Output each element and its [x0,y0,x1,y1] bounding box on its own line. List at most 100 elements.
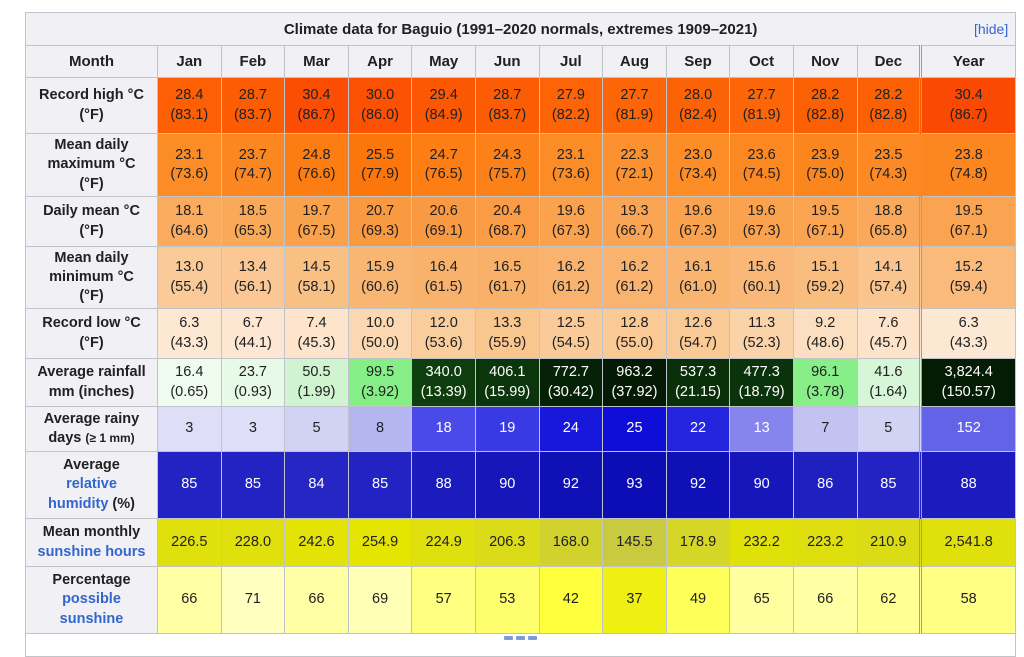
value-cell: 772.7 (30.42) [538,358,604,407]
column-header-sep: Sep [665,45,731,78]
value-cell: 7.6 (45.7) [856,308,922,359]
value-cell: 23.0 (73.4) [665,133,731,197]
column-header-dec: Dec [856,45,922,78]
value-cell: 20.4 (68.7) [474,196,540,247]
label-link[interactable]: relative [66,476,117,493]
column-header-feb: Feb [220,45,286,78]
row-label-average-rainfall: Average rainfall mm (inches) [25,358,158,407]
value-cell: 57 [411,566,476,634]
value-cell: 477.3 (18.79) [729,358,794,407]
value-cell: 96.1 (3.78) [792,358,858,407]
value-cell: 15.2 (59.4) [919,246,1017,309]
value-cell: 11.3 (52.3) [729,308,794,359]
label-text: Percentage [52,572,131,589]
value-cell: 23.7 (0.93) [220,358,286,407]
row-mean-monthly-sunshine-hours: Mean monthly sunshine hours 226.5 228.0 242.… [25,518,1017,567]
value-cell: 8 [347,406,413,452]
label-link[interactable]: sunshine hours [37,543,146,560]
value-cell: 23.1 (73.6) [157,133,222,197]
value-cell: 152 [919,406,1017,452]
value-cell: 13 [729,406,794,452]
value-cell: 18.1 (64.6) [157,196,222,247]
value-cell: 232.2 [729,518,794,567]
label-link[interactable]: possible [62,591,121,608]
value-cell: 6.3 (43.3) [919,308,1017,359]
label-text: Record low °C [42,315,141,332]
value-cell: 13.3 (55.9) [474,308,540,359]
column-header-mar: Mar [284,45,349,78]
value-cell: 3,824.4 (150.57) [919,358,1017,407]
row-label-average-relative-humidity: Average relative humidity (%) [25,451,158,519]
value-cell: 537.3 (21.15) [665,358,731,407]
column-header-year: Year [919,45,1017,78]
value-cell: 28.2 (82.8) [856,77,922,134]
value-cell: 71 [220,566,286,634]
label-text: days [48,430,86,446]
value-cell: 30.4 (86.7) [919,77,1017,134]
label-text: (°F) [79,175,104,192]
row-mean-daily-maximum: Mean daily maximum °C (°F) 23.1 (73.6) 23.7 (7… [25,133,1017,197]
value-cell: 41.6 (1.64) [856,358,922,407]
value-cell: 15.9 (60.6) [347,246,413,309]
value-cell: 24.7 (76.5) [411,133,476,197]
row-average-relative-humidity: Average relative humidity (%) 85 85 84 85 88 90 9… [25,451,1017,519]
value-cell: 19.3 (66.7) [602,196,667,247]
value-cell: 27.7 (81.9) [602,77,667,134]
row-percentage-possible-sunshine: Percentage possible sunshine 66 71 66 69 57 53 42… [25,566,1017,634]
value-cell: 12.8 (55.0) [602,308,667,359]
month-column-header: Month [25,45,158,78]
title-row: Climate data for Baguio (1991–2020 norma… [24,12,1017,46]
label-link[interactable]: sunshine [59,610,124,627]
value-cell: 23.1 (73.6) [538,133,604,197]
value-cell: 16.2 (61.2) [602,246,667,309]
value-cell: 226.5 [157,518,222,567]
value-cell: 10.0 (50.0) [347,308,413,359]
value-cell: 42 [538,566,604,634]
column-header-jan: Jan [157,45,222,78]
value-cell: 69 [347,566,413,634]
label-text: Average rainfall [37,364,146,381]
column-header-oct: Oct [729,45,794,78]
clipped-source-row [24,633,1017,657]
value-cell: 5 [856,406,922,452]
value-cell: 86 [792,451,858,519]
label-link[interactable]: humidity [47,495,109,512]
value-cell: 88 [919,451,1017,519]
value-cell: 23.7 (74.7) [220,133,286,197]
value-cell: 20.6 (69.1) [411,196,476,247]
label-text: Mean monthly [42,524,141,541]
value-cell: 242.6 [284,518,349,567]
value-cell: 16.5 (61.7) [474,246,540,309]
value-cell: 66 [157,566,222,634]
row-average-rainy-days: Average rainy days (≥ 1 mm) 3 3 5 8 18 19 24 25 22… [25,406,1017,452]
value-cell: 9.2 (48.6) [792,308,858,359]
value-cell: 2,541.8 [919,518,1017,567]
clipped-citation-marks [26,634,1015,640]
value-cell: 85 [856,451,922,519]
value-cell: 53 [474,566,540,634]
label-text: (%) [108,495,135,512]
row-mean-daily-minimum: Mean daily minimum °C (°F) 13.0 (55.4) 13.4 (5… [25,246,1017,309]
value-cell: 223.2 [792,518,858,567]
label-text: minimum °C [49,268,134,285]
hide-link[interactable]: [hide] [973,21,1009,37]
row-label-daily-mean: Daily mean °C (°F) [25,196,158,247]
value-cell: 90 [474,451,540,519]
column-header-jun: Jun [474,45,540,78]
value-cell: 28.7 (83.7) [474,77,540,134]
value-cell: 25 [602,406,667,452]
value-cell: 14.5 (58.1) [284,246,349,309]
value-cell: 7.4 (45.3) [284,308,349,359]
value-cell: 16.1 (61.0) [665,246,731,309]
value-cell: 206.3 [474,518,540,567]
value-cell: 18.5 (65.3) [220,196,286,247]
value-cell: 23.6 (74.5) [729,133,794,197]
row-record-low: Record low °C (°F) 6.3 (43.3) 6.7 (44.1) 7.4 (4… [25,308,1017,359]
value-cell: 178.9 [665,518,731,567]
column-header-jul: Jul [538,45,604,78]
value-cell: 93 [602,451,667,519]
row-record-high: Record high °C (°F) 28.4 (83.1) 28.7 (83.7) 30… [25,77,1017,134]
value-cell: 16.2 (61.2) [538,246,604,309]
value-cell: 406.1 (15.99) [474,358,540,407]
row-daily-mean: Daily mean °C (°F) 18.1 (64.6) 18.5 (65.3) 19.… [25,196,1017,247]
